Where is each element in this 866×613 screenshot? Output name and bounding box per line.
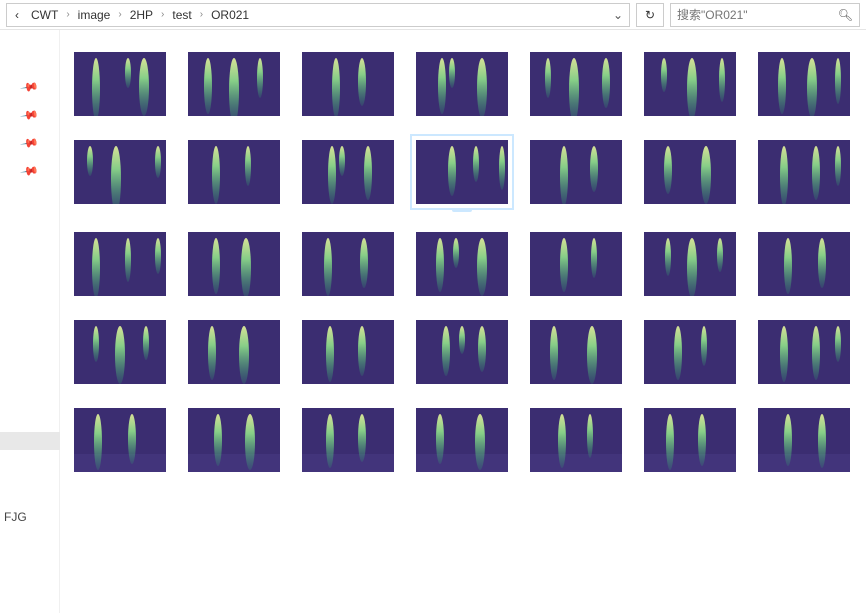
pin-icon[interactable]: 📌 (19, 161, 39, 181)
thumbnail-image (74, 320, 166, 384)
thumbnail-image (302, 320, 394, 384)
thumbnail-image (644, 52, 736, 116)
thumbnail-image (530, 232, 622, 296)
thumbnail-image (758, 320, 850, 384)
file-thumbnail[interactable]: 7 (758, 52, 850, 120)
thumbnail-image (416, 320, 508, 384)
thumbnail-image (188, 52, 280, 116)
file-thumbnail[interactable] (302, 408, 394, 472)
file-thumbnail[interactable] (74, 408, 166, 472)
pin-icon[interactable]: 📌 (19, 133, 39, 153)
thumbnail-image (644, 140, 736, 204)
file-thumbnail[interactable]: 6 (644, 52, 736, 120)
thumbnail-image (416, 232, 508, 296)
thumbnail-image (302, 140, 394, 204)
thumbnail-image (302, 232, 394, 296)
thumbnail-image (188, 232, 280, 296)
file-thumbnail[interactable]: 1 (74, 52, 166, 120)
search-icon[interactable]: 🔍︎ (838, 8, 853, 22)
thumbnail-image (74, 408, 166, 472)
quick-access-sidebar: 📌 📌 📌 📌 FJG (0, 30, 60, 613)
chevron-right-icon: › (118, 9, 121, 20)
breadcrumb-item[interactable]: image (74, 8, 115, 22)
file-thumbnail[interactable]: 16 (188, 232, 280, 300)
thumbnail-image (530, 140, 622, 204)
file-thumbnail[interactable]: 9 (188, 140, 280, 212)
file-thumbnail[interactable]: 21 (758, 232, 850, 300)
thumbnail-image (758, 408, 850, 472)
thumbnail-image (758, 52, 850, 116)
chevron-right-icon: › (66, 9, 69, 20)
file-thumbnail[interactable]: 22 (74, 320, 166, 388)
thumbnail-image (188, 408, 280, 472)
thumbnail-image (644, 408, 736, 472)
address-search-bar: ‹ CWT › image › 2HP › test › OR021 ⌄ ↻ 🔍… (0, 0, 866, 30)
file-thumbnail[interactable]: 10 (302, 140, 394, 212)
thumbnail-image (74, 140, 166, 204)
file-thumbnail[interactable]: 15 (74, 232, 166, 300)
breadcrumb-item[interactable]: test (168, 8, 195, 22)
thumbnail-image (416, 140, 508, 204)
file-thumbnail[interactable]: 2 (188, 52, 280, 120)
file-thumbnail[interactable]: 4 (416, 52, 508, 120)
thumbnail-image (530, 52, 622, 116)
thumbnail-image (644, 232, 736, 296)
file-thumbnail[interactable]: 24 (302, 320, 394, 388)
pin-icon[interactable]: 📌 (19, 105, 39, 125)
thumbnail-image (530, 408, 622, 472)
file-thumbnail[interactable]: 14 (758, 140, 850, 212)
breadcrumb-item[interactable]: CWT (27, 8, 62, 22)
file-thumbnail[interactable] (416, 408, 508, 472)
back-chevron-icon[interactable]: ‹ (11, 8, 23, 22)
thumbnail-image (530, 320, 622, 384)
thumbnail-image (302, 408, 394, 472)
file-thumbnail[interactable] (758, 408, 850, 472)
thumbnail-image (74, 52, 166, 116)
file-thumbnail[interactable]: 11 (416, 140, 508, 212)
chevron-right-icon: › (161, 9, 164, 20)
file-thumbnail[interactable]: 13 (644, 140, 736, 212)
chevron-down-icon[interactable]: ⌄ (613, 8, 623, 22)
thumbnail-image (188, 140, 280, 204)
chevron-right-icon: › (200, 9, 203, 20)
refresh-button[interactable]: ↻ (636, 3, 664, 27)
sidebar-highlight (0, 432, 60, 450)
thumbnail-image (758, 140, 850, 204)
file-thumbnail[interactable]: 17 (302, 232, 394, 300)
file-thumbnail[interactable]: 3 (302, 52, 394, 120)
refresh-icon: ↻ (645, 8, 655, 22)
file-thumbnail[interactable]: 18 (416, 232, 508, 300)
search-input[interactable] (677, 8, 834, 22)
thumbnail-image (74, 232, 166, 296)
file-thumbnail[interactable]: 5 (530, 52, 622, 120)
thumbnail-image (416, 52, 508, 116)
file-thumbnail[interactable] (188, 408, 280, 472)
file-thumbnail[interactable]: 19 (530, 232, 622, 300)
file-thumbnail[interactable] (530, 408, 622, 472)
file-thumbnail[interactable]: 27 (644, 320, 736, 388)
thumbnail-image (188, 320, 280, 384)
sidebar-item-label[interactable]: FJG (4, 510, 27, 524)
thumbnail-image (644, 320, 736, 384)
file-thumbnail[interactable]: 12 (530, 140, 622, 212)
file-thumbnail[interactable]: 26 (530, 320, 622, 388)
thumbnail-image (302, 52, 394, 116)
file-thumbnail[interactable]: 23 (188, 320, 280, 388)
file-thumbnail[interactable]: 8 (74, 140, 166, 212)
file-grid-area: 1 2 (60, 30, 866, 613)
file-thumbnail[interactable]: 28 (758, 320, 850, 388)
breadcrumb[interactable]: ‹ CWT › image › 2HP › test › OR021 ⌄ (6, 3, 630, 27)
file-thumbnail[interactable]: 25 (416, 320, 508, 388)
pin-icon[interactable]: 📌 (19, 77, 39, 97)
breadcrumb-item[interactable]: OR021 (207, 8, 253, 22)
thumbnail-image (758, 232, 850, 296)
file-thumbnail[interactable]: 20 (644, 232, 736, 300)
search-box[interactable]: 🔍︎ (670, 3, 860, 27)
breadcrumb-item[interactable]: 2HP (126, 8, 157, 22)
file-thumbnail[interactable] (644, 408, 736, 472)
thumbnail-image (416, 408, 508, 472)
